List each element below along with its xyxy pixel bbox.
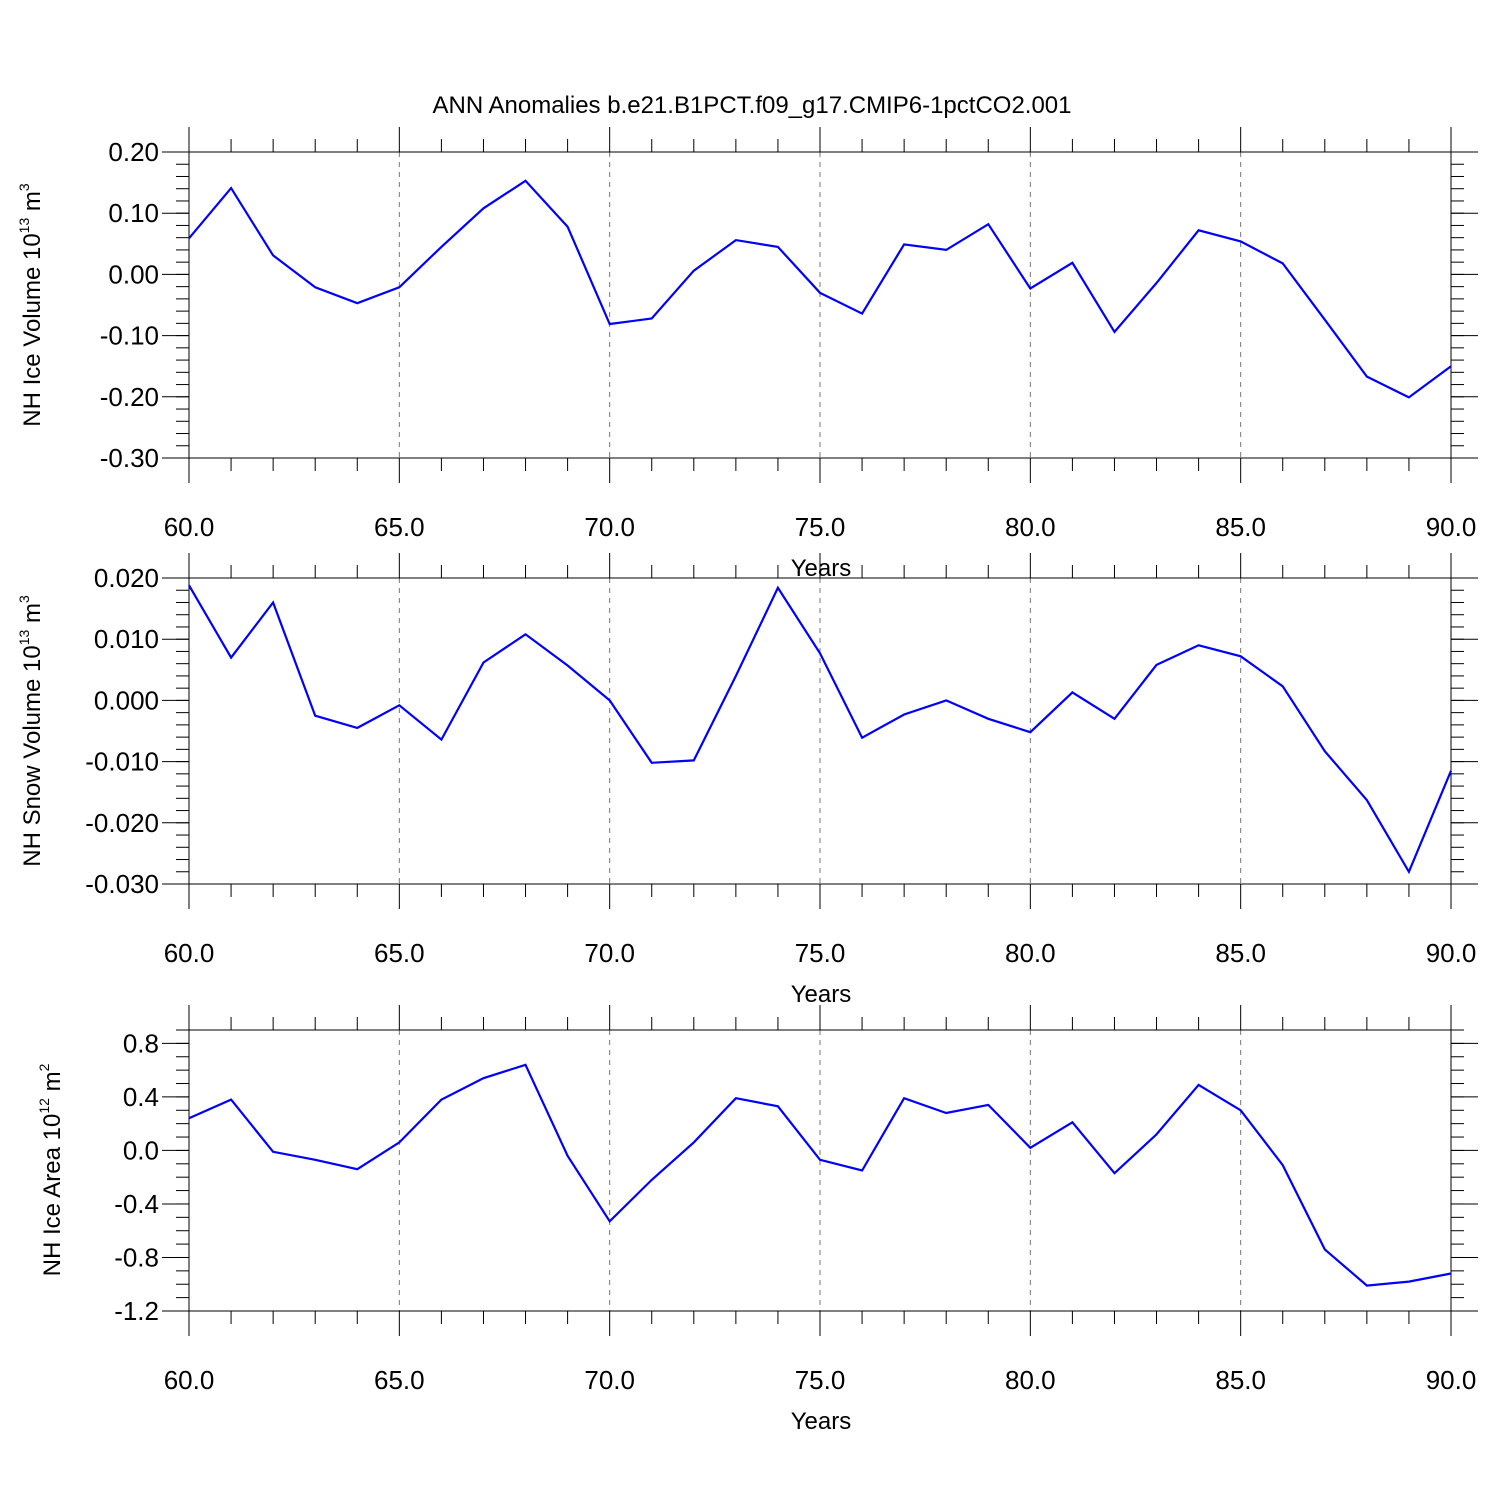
x-tick-label: 70.0 [584,938,635,968]
x-axis-title: Years [791,1408,852,1435]
x-axis-title: Years [791,981,852,1008]
y-axis-title-unit: m [19,191,46,218]
x-tick-label: 60.0 [164,512,215,542]
panels: 0.20 0.10 0.00 -0.10 -0.20 -0.30 60.0 65.0 70.0 7… [16,127,1478,1435]
panel-3: 0.8 0.4 0.0 -0.4 -0.8 -1.2 60.0 65.0 70.0 75.0 80.… [36,1005,1478,1435]
y-tick-label: 0.0 [123,1135,159,1165]
y-tick-label: 0.4 [123,1082,159,1112]
y-tick-label: -0.4 [114,1189,159,1219]
y-tick-label: -0.10 [100,321,159,351]
y-tick-label: 0.20 [108,137,159,167]
y-axis-title-unit-exponent: 2 [36,1063,52,1071]
y-tick-label: -0.030 [85,869,159,899]
x-tick-label: 75.0 [795,512,846,542]
x-tick-label: 75.0 [795,938,846,968]
y-axis-title-exponent: 12 [36,1098,52,1114]
y-tick-label: -0.010 [85,747,159,777]
y-axis-title-unit: m [19,603,46,630]
x-tick-label: 70.0 [584,1365,635,1395]
y-axis-title-unit-exponent: 3 [16,595,32,603]
chart-title: ANN Anomalies b.e21.B1PCT.f09_g17.CMIP6-… [432,92,1071,119]
x-tick-label: 85.0 [1215,938,1266,968]
y-tick-label: -0.020 [85,808,159,838]
y-axis-title-main: NH Ice Volume 10 [19,233,46,426]
x-tick-label: 70.0 [584,512,635,542]
y-tick-label: 0.8 [123,1028,159,1058]
x-tick-label: 85.0 [1215,1365,1266,1395]
y-tick-label: -0.8 [114,1242,159,1272]
y-axis-title-exponent: 13 [16,630,32,646]
y-tick-label: 0.020 [94,563,159,593]
y-axis-title-main: NH Snow Volume 10 [19,645,46,866]
y-tick-label: 0.000 [94,685,159,715]
x-tick-label: 60.0 [164,1365,215,1395]
y-tick-label: 0.010 [94,624,159,654]
x-tick-label: 75.0 [795,1365,846,1395]
y-axis-title-main: NH Ice Area 10 [39,1114,66,1277]
panel-1: 0.20 0.10 0.00 -0.10 -0.20 -0.30 60.0 65.0 70.0 7… [16,127,1478,582]
x-tick-label: 90.0 [1426,512,1477,542]
y-tick-label: -0.30 [100,443,159,473]
x-tick-label: 80.0 [1005,512,1056,542]
x-tick-label: 60.0 [164,938,215,968]
panel-2: 0.020 0.010 0.000 -0.010 -0.020 -0.030 60.0 65.… [16,553,1478,1008]
y-tick-label: -0.20 [100,382,159,412]
y-tick-label: -1.2 [114,1296,159,1326]
x-tick-label: 85.0 [1215,512,1266,542]
x-tick-label: 90.0 [1426,1365,1477,1395]
y-axis-title: NH Snow Volume 1013 m3 [16,595,46,867]
x-tick-label: 65.0 [374,938,425,968]
y-axis-title: NH Ice Area 1012 m2 [36,1063,66,1276]
x-tick-label: 65.0 [374,1365,425,1395]
y-axis-title: NH Ice Volume 1013 m3 [16,183,46,427]
x-tick-label: 90.0 [1426,938,1477,968]
y-axis-title-exponent: 13 [16,218,32,234]
x-tick-label: 80.0 [1005,1365,1056,1395]
y-tick-label: 0.00 [108,259,159,289]
y-tick-label: 0.10 [108,198,159,228]
x-tick-label: 80.0 [1005,938,1056,968]
y-axis-title-unit: m [39,1071,66,1098]
x-tick-label: 65.0 [374,512,425,542]
y-axis-title-unit-exponent: 3 [16,183,32,191]
